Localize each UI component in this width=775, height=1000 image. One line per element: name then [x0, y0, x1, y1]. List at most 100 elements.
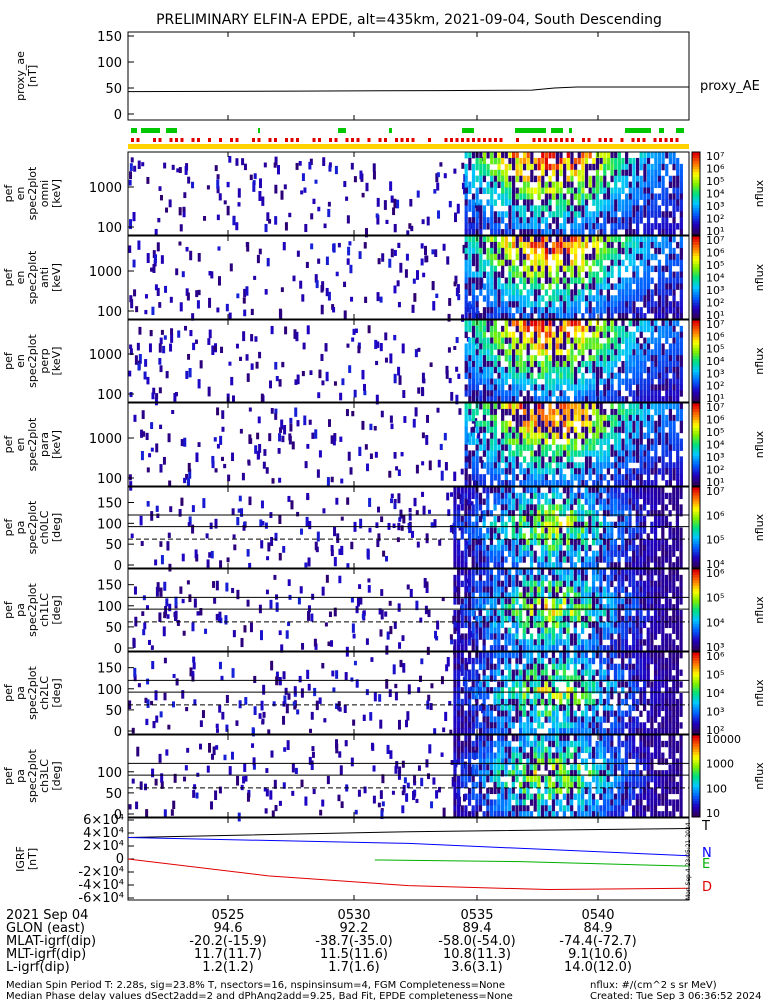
heat-cell-232	[493, 157, 497, 165]
heat-cell-308	[515, 199, 519, 206]
heat-cell-776	[661, 247, 665, 255]
heat-cell-733	[646, 187, 651, 194]
heat-cell-666	[625, 295, 629, 302]
heat-noise-cell-51	[480, 460, 484, 469]
heat-cell-157	[468, 253, 472, 261]
heat-cell-237	[478, 562, 483, 569]
heat-cell-592	[599, 349, 603, 356]
heat-cell-291	[508, 259, 512, 267]
pef_pa_spec2plot_ch0LC-ylabel-5: [deg]	[50, 513, 63, 542]
heat-noise-cell-111	[339, 436, 343, 442]
heat-cell-596	[606, 157, 611, 165]
heat-cell-601	[606, 236, 611, 243]
heat-cell-312	[504, 533, 508, 540]
heat-cell-719	[632, 527, 636, 534]
heat-noise-cell-37	[280, 419, 284, 430]
heat-noise-cell-6	[390, 423, 394, 430]
heat-cell-282	[504, 277, 508, 284]
heat-noise-cell-59	[368, 497, 372, 507]
heat-noise-cell-94	[314, 429, 318, 439]
heat-cell-515	[570, 510, 574, 517]
heat-cell-458	[563, 403, 567, 410]
heat-noise-cell-114	[155, 586, 159, 597]
heat-cell-205	[482, 320, 487, 327]
colorbar-segment-13	[692, 530, 700, 534]
heat-cell-441	[544, 556, 548, 563]
heat-noise-cell-121	[314, 541, 318, 551]
heat-cell-590	[591, 527, 596, 534]
heat-cell-492	[566, 372, 570, 380]
heat-cell-841	[679, 223, 683, 230]
heat-cell-368	[530, 307, 534, 314]
heat-cell-435	[555, 205, 559, 212]
heat-cell-614	[610, 236, 614, 243]
heat-cell-214	[475, 492, 479, 500]
heat-cell-843	[672, 498, 676, 505]
colorbar-segment-22	[692, 255, 700, 259]
heat-cell-282	[504, 325, 508, 333]
heat-cell-649	[621, 426, 625, 434]
heat-cell-496	[573, 223, 578, 230]
heat-cell-505	[573, 259, 578, 267]
heat-cell-709	[639, 187, 643, 194]
panel-frame	[127, 486, 690, 569]
heat-noise-cell-21	[412, 278, 416, 284]
heat-cell-311	[512, 366, 516, 374]
heat-cell-317	[515, 320, 519, 327]
heat-noise-cell-43	[287, 495, 291, 502]
heat-cell-642	[606, 562, 610, 569]
heat-cell-525	[581, 241, 585, 249]
heat-cell-237	[493, 444, 497, 451]
pef_en_spec2plot_omni-ylabel-4: omni	[38, 180, 51, 207]
heat-cell-261	[497, 349, 501, 356]
heat-cell-514	[581, 408, 585, 416]
heat-cell-818	[661, 539, 665, 546]
heat-cell-807	[665, 325, 669, 333]
heat-cell-280	[504, 253, 508, 261]
heat-cell-306	[515, 187, 519, 194]
heat-cell-168	[460, 610, 464, 617]
heat-cell-149	[464, 289, 468, 296]
heat-cell-650	[617, 325, 621, 333]
heat-cell-400	[541, 259, 545, 267]
heat-cell-764	[654, 223, 658, 230]
heat-cell-622	[606, 378, 611, 385]
heat-cell-748	[639, 544, 643, 552]
heat-cell-857	[676, 396, 680, 403]
heat-cell-323	[519, 229, 523, 236]
heat-cell-294	[500, 498, 504, 505]
heat-cell-842	[672, 492, 676, 500]
heat-cell-470	[555, 504, 559, 511]
heat-cell-816	[672, 403, 676, 410]
heat-noise-cell-125	[380, 609, 384, 620]
heat-cell-243	[493, 265, 497, 273]
heat-noise-cell-54	[312, 198, 316, 204]
pef_en_spec2plot_anti-ylabel-1: pef	[2, 268, 15, 287]
heat-noise-cell-38	[400, 451, 404, 457]
heat-cell-663	[625, 444, 629, 451]
red-flag-mark-99	[675, 138, 679, 142]
heat-cell-204	[482, 175, 487, 183]
heat-noise-cell-60	[216, 407, 220, 416]
heat-cell-206	[471, 604, 475, 611]
heat-cell-379	[533, 289, 538, 296]
heat-cell-319	[519, 205, 523, 212]
colorbar-segment-22	[692, 171, 700, 175]
heat-cell-248	[486, 569, 490, 576]
heat-cell-700	[632, 361, 636, 368]
heat-cell-446	[548, 510, 552, 517]
heat-cell-409	[544, 320, 549, 327]
heat-noise-cell-105	[359, 518, 363, 529]
heat-cell-726	[643, 289, 647, 296]
heat-cell-147	[464, 199, 468, 206]
heat-cell-654	[621, 462, 625, 469]
heat-cell-161	[468, 384, 472, 391]
heat-cell-204	[479, 396, 483, 403]
heat-cell-732	[646, 181, 651, 189]
heat-cell-727	[639, 372, 643, 380]
heat-noise-cell-89	[446, 256, 450, 265]
heat-cell-400	[541, 480, 545, 487]
heat-cell-699	[624, 550, 628, 557]
heat-cell-266	[489, 610, 494, 617]
heat-cell-385	[541, 169, 545, 177]
